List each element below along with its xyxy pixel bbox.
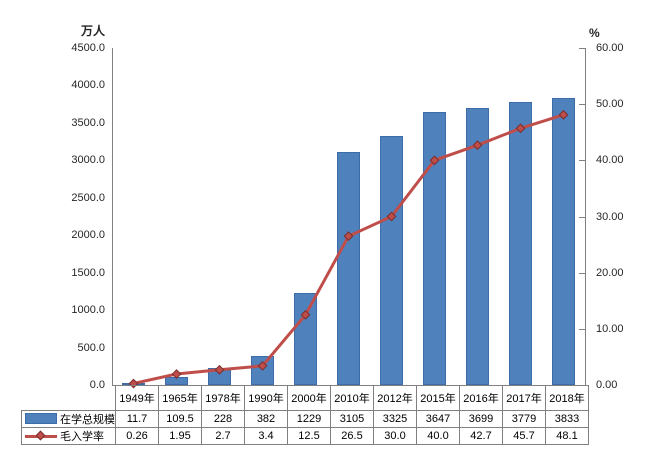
- left-axis-title: 万人: [80, 24, 105, 38]
- right-axis-tick-label: 30.00: [596, 210, 624, 223]
- year-cell: 1949年: [115, 385, 159, 411]
- value-cell: 2.7: [201, 427, 245, 445]
- line-marker-diamond: [214, 364, 225, 375]
- bar-legend-swatch: [25, 413, 57, 424]
- left-axis-tick-label: 4000.0: [71, 79, 105, 92]
- right-axis-tick: [579, 273, 585, 274]
- value-cell: 3833: [545, 410, 589, 428]
- value-cell: 382: [244, 410, 288, 428]
- right-axis-tick: [579, 217, 585, 218]
- right-axis-tick-label: 10.00: [596, 322, 624, 335]
- line-marker-diamond: [429, 155, 440, 166]
- bar: [380, 136, 403, 385]
- data-table: 1949年 1965年 1978年 1990年 2000年 2010年 2012年 2015年…: [21, 385, 589, 445]
- right-axis-line: [585, 48, 586, 385]
- right-axis-tick: [579, 329, 585, 330]
- line-path: [133, 113, 564, 385]
- value-cell: 12.5: [287, 427, 331, 445]
- line-legend-diamond-icon: [35, 430, 46, 441]
- line-marker-diamond: [343, 231, 354, 242]
- value-cell: 3105: [330, 410, 374, 428]
- year-cell: 2016年: [459, 385, 503, 411]
- bar: [337, 152, 360, 385]
- year-cell: 2010年: [330, 385, 374, 411]
- value-cell: 228: [201, 410, 245, 428]
- data-table-year-row: 1949年 1965年 1978年 1990年 2000年 2010年 2012年 2015年…: [22, 385, 589, 411]
- data-table-series-row: 在学总规模 11.7 109.5 228 382 1229 3105 3325 3647 3699…: [21, 410, 589, 428]
- table-corner-blank: [22, 386, 116, 411]
- year-cell: 2015年: [416, 385, 460, 411]
- left-axis-tick-label: 4500.0: [71, 42, 105, 54]
- legend-label: 毛入学率: [60, 431, 104, 443]
- legend-cell: 在学总规模: [21, 410, 116, 428]
- value-cell: 1229: [287, 410, 331, 428]
- value-cell: 26.5: [330, 427, 374, 445]
- right-axis-tick: [579, 48, 585, 49]
- left-axis-tick-label: 2500.0: [71, 191, 105, 204]
- line-marker-diamond: [171, 369, 182, 379]
- line-marker-diamond: [257, 360, 268, 371]
- line-marker-diamond: [558, 109, 569, 120]
- right-axis-tick-label: 40.00: [596, 154, 624, 167]
- legend-label: 在学总规模: [60, 414, 115, 426]
- line-legend-swatch: [25, 430, 57, 441]
- line-series: [128, 109, 569, 389]
- year-cell: 1978年: [201, 385, 245, 411]
- value-cell: 3647: [416, 410, 460, 428]
- plot-area: [112, 48, 585, 389]
- right-axis-tick-label: 50.00: [596, 98, 624, 111]
- left-axis-line: [112, 48, 113, 385]
- value-cell: 3325: [373, 410, 417, 428]
- value-cell: 45.7: [502, 427, 546, 445]
- value-cell: 30.0: [373, 427, 417, 445]
- year-cell: 2018年: [545, 385, 589, 411]
- value-cell: 0.26: [115, 427, 159, 445]
- year-cell: 2017年: [502, 385, 546, 411]
- value-cell: 109.5: [158, 410, 202, 428]
- left-axis-tick-label: 500.0: [77, 341, 105, 354]
- bar: [509, 102, 532, 385]
- line-marker-diamond: [515, 123, 526, 134]
- value-cell: 3779: [502, 410, 546, 428]
- year-cell: 1990年: [244, 385, 288, 411]
- value-cell: 40.0: [416, 427, 460, 445]
- left-axis-tick-label: 2000.0: [71, 229, 105, 242]
- value-cell: 3699: [459, 410, 503, 428]
- value-cell: 42.7: [459, 427, 503, 445]
- year-cell: 1965年: [158, 385, 202, 411]
- value-cell: 3.4: [244, 427, 288, 445]
- value-cell: 48.1: [545, 427, 589, 445]
- bar: [294, 293, 317, 385]
- bar: [552, 98, 575, 385]
- left-axis-tick-label: 3500.0: [71, 116, 105, 129]
- year-cell: 2000年: [287, 385, 331, 411]
- left-axis-tick-label: 0.0: [89, 379, 105, 391]
- right-axis-tick-label: 0.00: [596, 379, 618, 391]
- right-axis-title: %: [589, 26, 600, 40]
- right-axis-tick: [579, 160, 585, 161]
- left-axis-tick-label: 3000.0: [71, 154, 105, 167]
- year-cell: 2012年: [373, 385, 417, 411]
- data-table-series-row: 毛入学率 0.26 1.95 2.7 3.4 12.5 26.5 30.0 40.0 42.7 45…: [21, 427, 589, 445]
- value-cell: 1.95: [158, 427, 202, 445]
- value-cell: 11.7: [115, 410, 159, 428]
- bar: [423, 112, 446, 385]
- right-axis-tick-label: 60.00: [596, 42, 624, 54]
- left-axis-tick-label: 1500.0: [71, 266, 105, 279]
- bar: [466, 108, 489, 385]
- line-marker-diamond: [386, 211, 397, 222]
- right-axis-tick-label: 20.00: [596, 266, 624, 279]
- legend-cell: 毛入学率: [21, 427, 116, 445]
- left-axis-tick-label: 1000.0: [71, 304, 105, 317]
- right-axis-tick: [579, 104, 585, 105]
- line-marker-diamond: [300, 309, 311, 320]
- line-marker-diamond: [472, 140, 483, 151]
